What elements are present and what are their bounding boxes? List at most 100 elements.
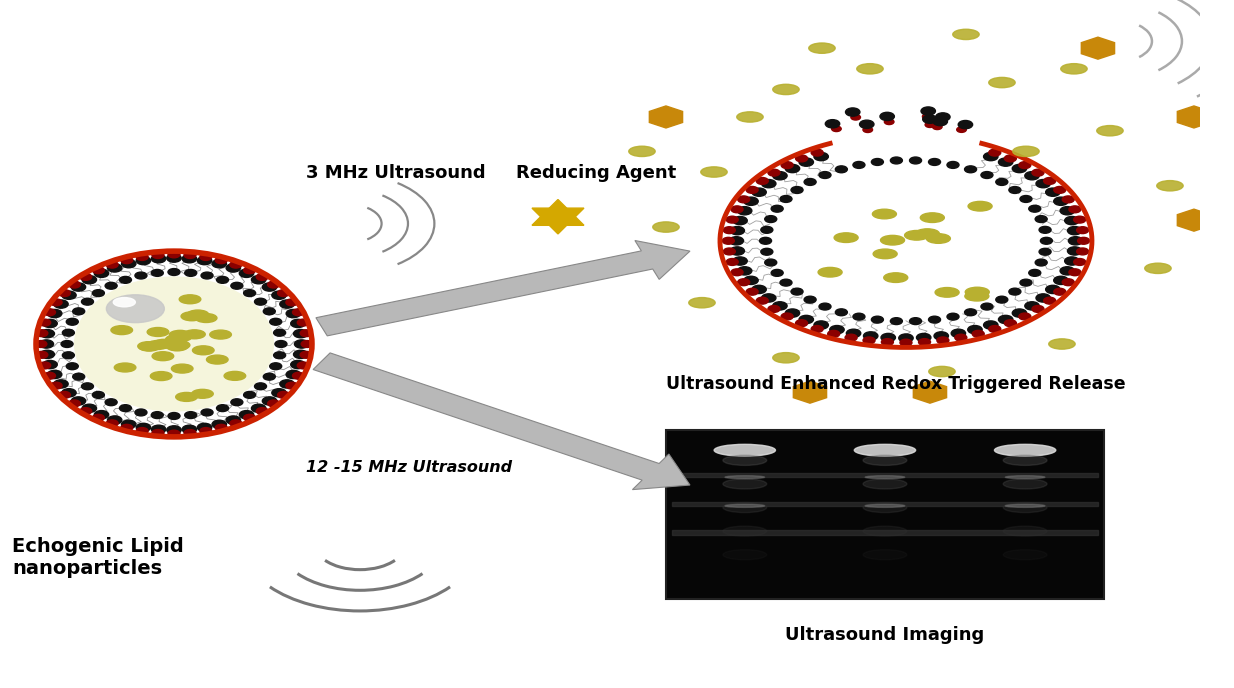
Circle shape bbox=[58, 290, 70, 297]
Ellipse shape bbox=[165, 341, 188, 350]
Circle shape bbox=[772, 171, 787, 180]
Circle shape bbox=[738, 206, 752, 215]
Circle shape bbox=[981, 171, 993, 178]
Circle shape bbox=[814, 153, 828, 161]
Circle shape bbox=[770, 163, 1041, 319]
Circle shape bbox=[785, 164, 800, 173]
Ellipse shape bbox=[74, 277, 274, 411]
Circle shape bbox=[167, 426, 181, 434]
Circle shape bbox=[828, 330, 839, 337]
Circle shape bbox=[152, 255, 165, 263]
Circle shape bbox=[1032, 169, 1044, 176]
Circle shape bbox=[923, 114, 932, 119]
Circle shape bbox=[733, 257, 748, 265]
Circle shape bbox=[955, 334, 967, 341]
Circle shape bbox=[120, 277, 132, 283]
Polygon shape bbox=[313, 353, 690, 490]
Ellipse shape bbox=[726, 504, 765, 507]
Circle shape bbox=[68, 400, 80, 407]
Circle shape bbox=[731, 247, 744, 255]
Circle shape bbox=[768, 169, 780, 176]
Circle shape bbox=[39, 350, 54, 358]
Circle shape bbox=[67, 319, 78, 325]
Ellipse shape bbox=[179, 294, 201, 303]
Circle shape bbox=[135, 272, 147, 279]
Circle shape bbox=[58, 391, 70, 398]
Circle shape bbox=[819, 303, 830, 310]
Circle shape bbox=[60, 341, 73, 347]
Circle shape bbox=[185, 411, 196, 418]
Circle shape bbox=[230, 420, 242, 427]
Ellipse shape bbox=[772, 353, 800, 363]
Circle shape bbox=[152, 252, 164, 259]
Circle shape bbox=[297, 319, 310, 326]
Circle shape bbox=[761, 294, 776, 302]
Circle shape bbox=[800, 315, 813, 323]
Circle shape bbox=[263, 373, 275, 380]
Ellipse shape bbox=[153, 339, 175, 348]
Circle shape bbox=[257, 273, 268, 280]
Ellipse shape bbox=[921, 213, 944, 222]
Circle shape bbox=[805, 297, 816, 303]
Circle shape bbox=[744, 197, 758, 206]
Ellipse shape bbox=[818, 268, 842, 277]
Circle shape bbox=[805, 178, 816, 185]
Circle shape bbox=[1069, 237, 1082, 245]
Circle shape bbox=[295, 340, 308, 348]
Circle shape bbox=[212, 259, 227, 268]
Circle shape bbox=[1039, 226, 1051, 233]
Circle shape bbox=[263, 397, 276, 405]
Circle shape bbox=[983, 321, 998, 329]
Circle shape bbox=[819, 171, 830, 178]
Circle shape bbox=[1035, 259, 1048, 266]
Circle shape bbox=[845, 334, 858, 341]
Circle shape bbox=[863, 337, 875, 344]
Circle shape bbox=[35, 341, 47, 347]
Circle shape bbox=[231, 282, 243, 289]
Circle shape bbox=[107, 416, 122, 424]
Circle shape bbox=[752, 286, 766, 294]
Circle shape bbox=[771, 270, 784, 277]
Circle shape bbox=[988, 149, 1001, 156]
Circle shape bbox=[243, 391, 255, 398]
Circle shape bbox=[121, 259, 136, 268]
Circle shape bbox=[83, 276, 96, 284]
Circle shape bbox=[796, 155, 807, 162]
Circle shape bbox=[93, 414, 105, 421]
Ellipse shape bbox=[1006, 475, 1045, 479]
Ellipse shape bbox=[863, 550, 907, 560]
Circle shape bbox=[928, 158, 940, 165]
Circle shape bbox=[286, 383, 297, 389]
Circle shape bbox=[956, 127, 966, 132]
Polygon shape bbox=[316, 241, 690, 336]
Circle shape bbox=[727, 216, 738, 223]
Circle shape bbox=[933, 124, 942, 129]
Circle shape bbox=[43, 319, 57, 327]
Ellipse shape bbox=[629, 147, 655, 157]
Circle shape bbox=[923, 115, 937, 123]
Ellipse shape bbox=[114, 298, 136, 307]
Polygon shape bbox=[532, 200, 584, 226]
Ellipse shape bbox=[965, 287, 990, 297]
Ellipse shape bbox=[863, 479, 907, 489]
Ellipse shape bbox=[206, 355, 228, 364]
Circle shape bbox=[744, 276, 758, 284]
Circle shape bbox=[47, 310, 62, 318]
Circle shape bbox=[756, 297, 769, 304]
Circle shape bbox=[68, 281, 80, 288]
Circle shape bbox=[1019, 162, 1030, 169]
Circle shape bbox=[152, 411, 163, 418]
Circle shape bbox=[252, 404, 265, 412]
Circle shape bbox=[756, 178, 769, 184]
Text: 12 -15 MHz Ultrasound: 12 -15 MHz Ultrasound bbox=[306, 460, 512, 475]
Ellipse shape bbox=[1003, 502, 1046, 513]
Ellipse shape bbox=[225, 372, 246, 380]
Circle shape bbox=[733, 217, 748, 225]
Ellipse shape bbox=[863, 455, 907, 465]
Circle shape bbox=[731, 226, 744, 235]
Ellipse shape bbox=[147, 327, 169, 336]
Circle shape bbox=[926, 122, 934, 127]
Circle shape bbox=[38, 362, 51, 369]
Circle shape bbox=[39, 330, 54, 338]
Circle shape bbox=[791, 186, 803, 193]
